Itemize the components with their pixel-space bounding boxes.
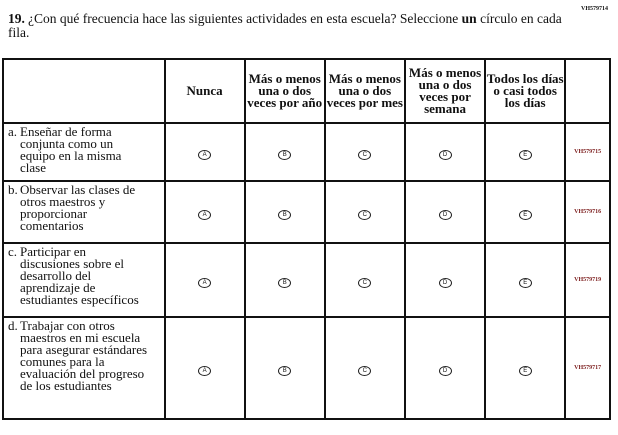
item-code: VH579717 xyxy=(564,316,611,420)
response-bubble-e[interactable]: E xyxy=(518,278,532,288)
item-code: VH579716 xyxy=(564,180,611,244)
response-cell: C xyxy=(323,316,406,420)
response-cell: E xyxy=(484,122,567,182)
row-label: a. Enseñar de forma conjunta como un equi… xyxy=(2,122,166,182)
row-text: Participar en discusiones sobre el desar… xyxy=(20,244,139,307)
row-label: b. Observar las clases de otros maestros … xyxy=(2,180,166,244)
table-row: b. Observar las clases de otros maestros … xyxy=(2,180,611,244)
response-bubble-a[interactable]: A xyxy=(198,210,212,220)
response-cell: B xyxy=(243,242,326,318)
row-letter: d. xyxy=(8,318,18,333)
response-cell: D xyxy=(403,180,487,244)
response-cell: A xyxy=(163,316,246,420)
row-text: Enseñar de forma conjunta como un equipo… xyxy=(20,124,122,175)
response-bubble-d[interactable]: D xyxy=(438,150,452,160)
row-letter: a. xyxy=(8,124,18,139)
response-cell: A xyxy=(163,122,246,182)
item-code: VH579715 xyxy=(564,122,611,182)
response-bubble-c[interactable]: C xyxy=(358,150,372,160)
row-label: c. Participar en discusiones sobre el des… xyxy=(2,242,166,318)
column-header: Todos los días o casi todos los días xyxy=(484,58,567,124)
response-cell: D xyxy=(403,122,487,182)
row-letter: c. xyxy=(8,244,18,259)
row-text: Trabajar con otros maestros en mi escuel… xyxy=(20,318,148,393)
response-cell: C xyxy=(323,242,406,318)
response-bubble-d[interactable]: D xyxy=(438,366,452,376)
row-label: d. Trabajar con otros maestros en mi escu… xyxy=(2,316,166,420)
response-cell: E xyxy=(484,316,567,420)
response-bubble-a[interactable]: A xyxy=(198,278,212,288)
response-bubble-e[interactable]: E xyxy=(518,210,532,220)
header-blank xyxy=(2,58,166,124)
response-cell: B xyxy=(243,316,326,420)
item-code: VH579719 xyxy=(564,242,611,318)
response-cell: A xyxy=(163,180,246,244)
table-row: c. Participar en discusiones sobre el des… xyxy=(2,242,611,318)
question-number: 19. xyxy=(8,11,25,26)
response-bubble-c[interactable]: C xyxy=(358,366,372,376)
table-row: d. Trabajar con otros maestros en mi escu… xyxy=(2,316,611,420)
response-bubble-e[interactable]: E xyxy=(518,150,532,160)
row-letter: b. xyxy=(8,182,18,197)
response-cell: C xyxy=(323,180,406,244)
column-header: Más o menos una o dos veces por mes xyxy=(323,58,406,124)
header-blank xyxy=(564,58,611,124)
response-cell: D xyxy=(403,242,487,318)
response-bubble-e[interactable]: E xyxy=(518,366,532,376)
question-prompt: 19. ¿Con qué frecuencia hace las siguient… xyxy=(8,12,568,40)
response-bubble-a[interactable]: A xyxy=(198,150,212,160)
response-cell: E xyxy=(484,242,567,318)
response-cell: A xyxy=(163,242,246,318)
response-bubble-b[interactable]: B xyxy=(278,150,292,160)
response-bubble-b[interactable]: B xyxy=(278,366,292,376)
column-header: Nunca xyxy=(163,58,246,124)
response-bubble-c[interactable]: C xyxy=(358,210,372,220)
response-bubble-d[interactable]: D xyxy=(438,278,452,288)
response-cell: B xyxy=(243,180,326,244)
column-header: Más o menos una o dos veces por semana xyxy=(403,58,487,124)
question-text: ¿Con qué frecuencia hace las siguientes … xyxy=(8,11,562,40)
table-row: a. Enseñar de forma conjunta como un equi… xyxy=(2,122,611,182)
column-header: Más o menos una o dos veces por año xyxy=(243,58,326,124)
response-grid: Nunca Más o menos una o dos veces por añ… xyxy=(2,58,611,420)
response-bubble-a[interactable]: A xyxy=(198,366,212,376)
page-item-code: VH579714 xyxy=(581,6,608,12)
response-cell: C xyxy=(323,122,406,182)
row-text: Observar las clases de otros maestros y … xyxy=(20,182,136,233)
response-bubble-d[interactable]: D xyxy=(438,210,452,220)
response-cell: E xyxy=(484,180,567,244)
response-bubble-b[interactable]: B xyxy=(278,210,292,220)
response-bubble-c[interactable]: C xyxy=(358,278,372,288)
response-cell: D xyxy=(403,316,487,420)
response-bubble-b[interactable]: B xyxy=(278,278,292,288)
response-cell: B xyxy=(243,122,326,182)
